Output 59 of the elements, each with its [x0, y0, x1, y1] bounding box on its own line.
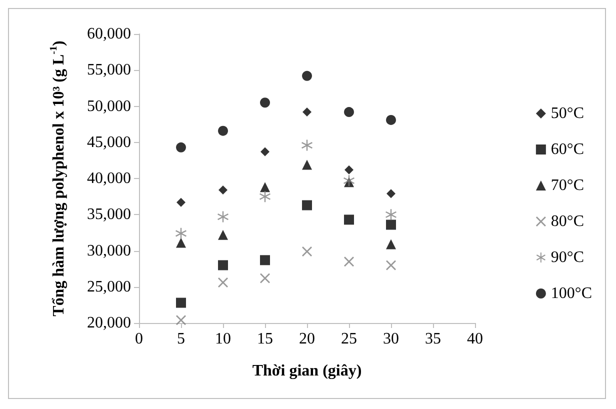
point [176, 228, 186, 239]
point [218, 186, 228, 195]
point [218, 278, 228, 288]
y-tick-label: 40,000 [87, 170, 131, 187]
y-tick-label: 60,000 [87, 26, 131, 42]
point [218, 230, 228, 240]
legend-label: 60°C [550, 141, 584, 158]
x-axis-title: Thời gian (giây) [252, 362, 362, 380]
point [344, 256, 354, 267]
point [386, 209, 396, 220]
point [302, 160, 312, 170]
x-tick-label: 0 [135, 330, 143, 348]
x-tick-label: 20 [299, 330, 315, 348]
legend-label: 50°C [550, 105, 584, 122]
y-tick-label: 45,000 [87, 134, 131, 151]
point [176, 298, 186, 308]
legend-label: 70°C [550, 177, 584, 194]
point [176, 198, 186, 207]
point [302, 70, 312, 81]
point [302, 200, 312, 210]
point [176, 315, 186, 326]
x-tick-label: 5 [177, 330, 185, 348]
point [260, 255, 270, 266]
y-tick-label: 25,000 [87, 278, 131, 296]
legend-label: 80°C [550, 213, 584, 230]
y-tick-label: 20,000 [87, 314, 131, 332]
x-tick-label: 30 [383, 330, 399, 348]
y-tick-label: 35,000 [87, 206, 131, 224]
point [386, 189, 396, 198]
x-tick-label: 15 [257, 330, 273, 348]
point [344, 165, 354, 174]
point [218, 126, 228, 136]
point [302, 246, 312, 256]
x-tick-label: 40 [467, 330, 483, 348]
point [344, 107, 354, 118]
point [386, 220, 396, 230]
point [260, 98, 270, 108]
legend-label: 100°C [550, 285, 592, 302]
x-tick-label: 10 [215, 330, 231, 348]
point [344, 214, 354, 225]
point [386, 114, 396, 125]
legend-label: 90°C [550, 249, 584, 266]
point [260, 147, 270, 156]
point [218, 260, 228, 270]
point [176, 238, 186, 248]
y-axis-title: Tổng hàm lượng polyphenol x 10³ (g L-1) [48, 40, 68, 316]
point [260, 273, 270, 284]
y-tick-label: 30,000 [87, 242, 131, 260]
y-tick-label: 55,000 [87, 62, 131, 79]
point [302, 108, 312, 117]
x-tick-label: 25 [341, 330, 357, 348]
point [218, 211, 228, 222]
x-tick-label: 35 [425, 330, 441, 348]
y-tick-label: 50,000 [87, 98, 131, 115]
point [176, 142, 186, 152]
point [260, 182, 270, 192]
point [260, 191, 270, 202]
point [386, 239, 396, 250]
point [386, 260, 396, 270]
